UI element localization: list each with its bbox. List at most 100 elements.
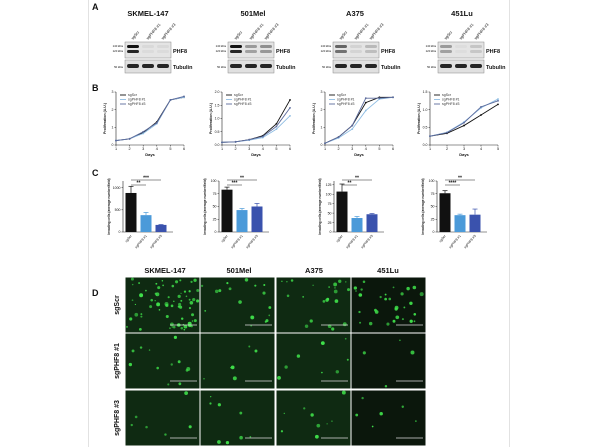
data-point [378,97,381,100]
tubulin-band [365,64,377,68]
x-tick-label: sgScr [124,233,133,243]
data-point [364,97,367,100]
row-label: sgPHF8 #3 [114,400,121,436]
cell-dot [177,294,181,299]
significance-label: ** [458,175,462,181]
x-tick-label: sgPHF8 #3 [245,234,259,249]
cell-dot [379,411,383,416]
proliferation-chart-3: 0.0 0.5 1.0 1.5 1 2 3 4 5 Days Proliferation (A.U.… [417,90,499,157]
cell-dot [345,281,347,283]
phf8-band [260,45,272,48]
cell-dot [334,299,339,303]
y-tick-label: 2.0 [215,90,220,94]
y-axis-label: Proliferation (A.U.) [312,103,316,134]
cell-dot [379,295,382,299]
lane-label: sgPHF8 #3 [263,22,280,41]
cell-dot [316,423,321,428]
cell-dot [170,363,173,366]
data-point [480,114,482,116]
cell-dot [165,315,169,319]
cell-dot [355,413,359,417]
cell-dot [180,326,184,330]
y-tick-label: 25 [328,221,332,225]
target-label: Tubulin [381,65,401,71]
cell-dot [188,298,191,301]
x-tick-label: 1 [115,147,117,151]
bar [125,192,137,232]
cell-dot [148,349,151,351]
x-tick-label: 5 [497,147,499,151]
cell-dot [131,349,135,353]
micrograph-image [124,276,201,334]
data-point [234,140,237,143]
significance-label: *** [143,175,149,181]
data-point [169,99,172,101]
cell-dot [209,402,212,405]
legend-label: sgPHF8 #1 [128,98,146,102]
x-tick-label: 1 [429,147,431,151]
tubulin-band [455,64,467,68]
cell-dot [286,281,288,283]
y-tick-label: 75 [431,192,435,196]
cell-dot [409,301,413,305]
bar [469,214,481,232]
panel-label: A [92,2,99,12]
tubulin-band [440,64,452,68]
cell-dot [178,302,182,307]
data-point [497,99,499,102]
y-tick-label: 75 [213,192,217,196]
x-tick-label: 3 [463,147,465,151]
y-tick-label: 1.0 [215,117,220,121]
y-tick-label: 0 [433,230,435,234]
phf8-blot [437,41,485,59]
cell-dot [196,288,200,292]
target-label: PHF8 [276,49,290,55]
legend-label: sgPHF8 #3 [128,102,146,106]
data-point [480,105,482,108]
x-tick-label: 2 [129,147,131,151]
x-tick-label: 6 [289,147,291,151]
significance-label: ** [240,175,244,181]
cell-dot [180,299,183,302]
cell-dot [139,346,143,349]
series-line [115,96,185,142]
cell-dot [310,413,314,417]
marker-label: 50 kDa [322,65,331,69]
x-tick-label: 5 [169,147,171,151]
tubulin-band [142,64,154,68]
cell-dot [140,315,143,318]
target-label: PHF8 [173,49,187,55]
marker-label: 120 kDa [216,49,227,53]
cell-dot [335,370,340,374]
cell-dot [290,279,294,282]
cell-line-title: 501Mel [240,9,265,18]
bar [155,224,167,232]
micrograph [275,389,352,447]
y-tick-label: 1 [321,126,323,130]
cell-dot [338,279,342,283]
x-tick-label: 5 [378,147,380,151]
cell-dot [413,312,417,316]
data-point [155,122,158,124]
x-tick-label: sgScr [438,233,447,243]
x-tick-label: 4 [156,147,158,151]
cell-dot [413,320,416,323]
proliferation-chart-1: 0.0 0.5 1.0 1.5 2.0 1 2 3 4 5 6 Days Proliferation (… [209,90,291,157]
y-tick-label: 0 [215,230,217,234]
cell-line-title: 451Lu [377,266,399,275]
cell-dot [263,283,266,287]
x-tick-label: 2 [446,147,448,151]
y-tick-label: 25 [213,217,217,221]
micrograph-image [199,332,276,390]
bar [454,215,466,232]
row-label: sgScr [114,295,121,315]
cell-dot [281,280,283,283]
y-tick-label: 125 [326,183,332,187]
cell-dot [190,280,193,283]
y-axis-label: Proliferation (A.U.) [417,103,421,134]
cell-dot [226,282,229,285]
cell-dot [171,326,173,328]
cell-dot [139,293,144,298]
cell-dot [346,358,349,361]
